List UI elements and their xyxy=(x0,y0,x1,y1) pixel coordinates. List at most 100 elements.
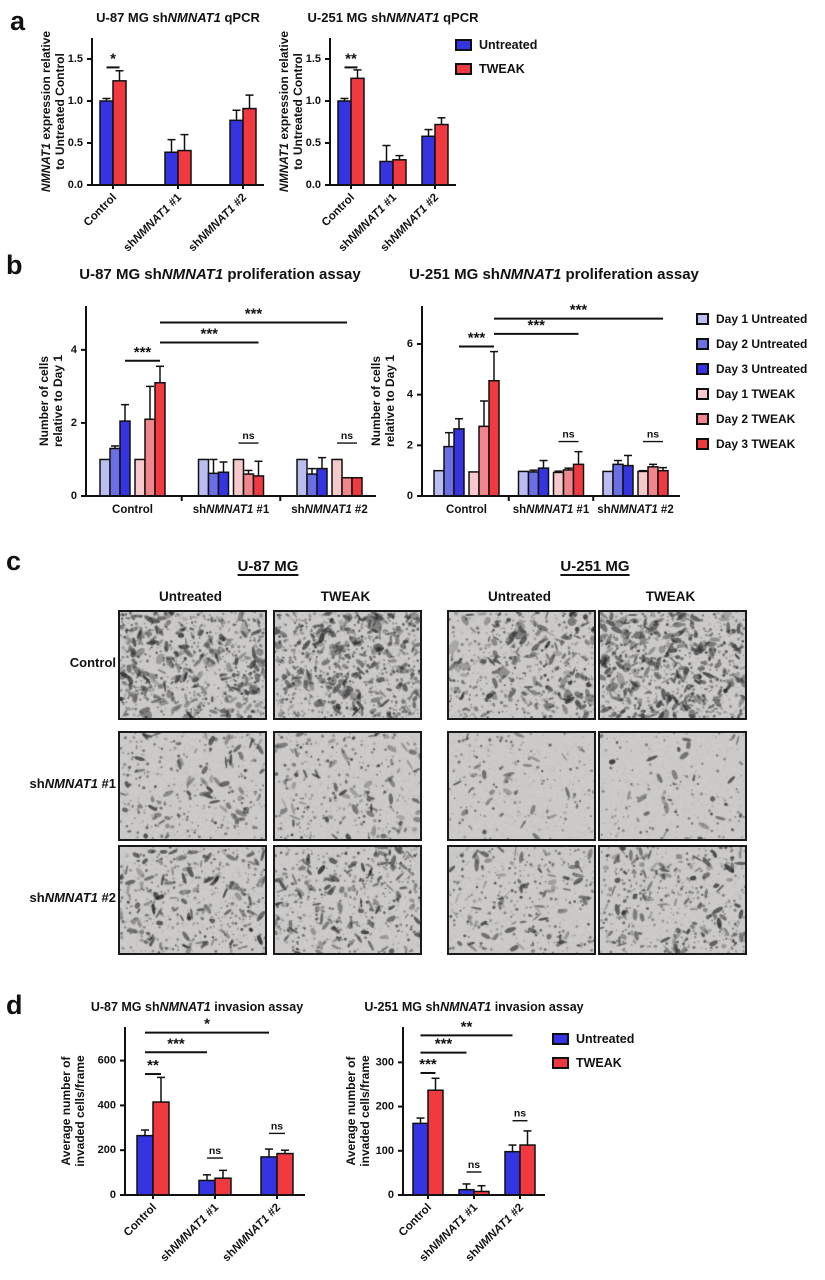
svg-text:shNMNAT1 #1: shNMNAT1 #1 xyxy=(122,191,185,254)
svg-text:ns: ns xyxy=(514,1108,526,1120)
svg-text:invaded cells/frame: invaded cells/frame xyxy=(358,1055,372,1167)
chart-title-u251-qpcr: U-251 MG shNMNAT1 qPCR xyxy=(307,10,479,25)
chart-u251-invasion: 0 100 200 300 Average number of invaded cells… xyxy=(344,1018,545,1264)
legend-label: Day 2 Untreated xyxy=(716,337,808,351)
svg-text:NMNAT1 expression relative: NMNAT1 expression relative xyxy=(277,31,291,192)
legend-swatch xyxy=(552,1033,569,1045)
chart-u251-proliferation: 0 2 4 6 Number of cells relative to Day 1 Cont… xyxy=(369,302,680,516)
legend-item: Day 3 Untreated xyxy=(696,362,807,376)
svg-text:*: * xyxy=(204,1016,210,1033)
svg-text:***: *** xyxy=(435,1036,453,1053)
micrograph-u251-tweak-control xyxy=(598,610,747,720)
svg-text:Average number of: Average number of xyxy=(344,1056,358,1166)
svg-text:Control: Control xyxy=(320,192,357,229)
svg-text:ns: ns xyxy=(242,430,254,442)
micrograph-u251-tweak-sh2 xyxy=(598,845,747,955)
legend-swatch xyxy=(455,39,472,51)
legend-item: Day 3 TWEAK xyxy=(696,437,807,451)
svg-text:ns: ns xyxy=(209,1145,221,1157)
panel-a-letter: a xyxy=(10,6,26,36)
chart-u87-invasion: 0 200 400 600 Average number of invaded cells… xyxy=(59,1016,305,1265)
svg-text:***: *** xyxy=(134,344,152,361)
svg-text:Control: Control xyxy=(112,504,153,516)
chart-title-u87-invasion: U-87 MG shNMNAT1 invasion assay xyxy=(90,1000,304,1014)
svg-text:invaded cells/frame: invaded cells/frame xyxy=(73,1055,87,1167)
svg-text:1.5: 1.5 xyxy=(68,53,83,65)
legend-item: Untreated xyxy=(552,1032,634,1046)
micrograph-u87-tweak-sh1 xyxy=(273,731,422,841)
svg-text:**: ** xyxy=(461,1018,473,1035)
svg-text:**: ** xyxy=(345,50,357,67)
legend-swatch xyxy=(696,388,709,400)
micrograph-u87-tweak-control xyxy=(273,610,422,720)
row-label-shnmnat1-1: shNMNAT1 #1 xyxy=(29,776,116,791)
svg-text:shNMNAT1 #2: shNMNAT1 #2 xyxy=(221,1202,284,1265)
svg-text:***: *** xyxy=(570,302,588,319)
svg-text:Control: Control xyxy=(397,1202,434,1239)
panel-b-legend: Day 1 Untreated Day 2 Untreated Day 3 Untr… xyxy=(696,312,807,462)
svg-text:shNMNAT1 #1: shNMNAT1 #1 xyxy=(159,1201,222,1264)
legend-swatch xyxy=(552,1057,569,1069)
svg-text:Average number of: Average number of xyxy=(59,1056,73,1166)
svg-text:***: *** xyxy=(245,305,263,322)
svg-text:0.5: 0.5 xyxy=(306,137,321,149)
legend-label: TWEAK xyxy=(576,1056,622,1070)
cellline-u251-label: U-251 MG xyxy=(560,558,630,575)
svg-text:shNMNAT1 #2: shNMNAT1 #2 xyxy=(187,192,250,255)
legend-label: Day 1 Untreated xyxy=(716,312,808,326)
legend-item: Day 1 TWEAK xyxy=(696,387,807,401)
svg-text:Control: Control xyxy=(82,192,119,229)
svg-text:***: *** xyxy=(527,317,545,334)
panel-c-letter: c xyxy=(6,546,22,576)
svg-text:600: 600 xyxy=(98,1055,116,1067)
chart-title-u251-proliferation: U-251 MG shNMNAT1 proliferation assay xyxy=(409,266,699,283)
chart-title-u251-invasion: U-251 MG shNMNAT1 invasion assay xyxy=(364,1000,584,1014)
cellline-header-u87: U-87 MG xyxy=(118,558,418,575)
svg-text:2: 2 xyxy=(407,439,413,451)
svg-text:*: * xyxy=(110,50,116,67)
legend-item: Day 2 TWEAK xyxy=(696,412,807,426)
legend-swatch xyxy=(696,338,709,350)
svg-text:2: 2 xyxy=(71,417,77,429)
svg-text:1.0: 1.0 xyxy=(68,95,83,107)
panel-a-legend: Untreated TWEAK xyxy=(455,38,537,86)
legend-item: TWEAK xyxy=(455,62,537,76)
svg-text:**: ** xyxy=(147,1057,159,1074)
svg-text:0.0: 0.0 xyxy=(68,179,83,191)
svg-text:0: 0 xyxy=(71,490,77,502)
chart-u87-qpcr: 0.0 0.5 1.0 1.5 NMNAT1 expression relative to… xyxy=(39,31,264,255)
svg-text:ns: ns xyxy=(341,430,353,442)
svg-text:200: 200 xyxy=(98,1144,116,1156)
svg-text:relative to Day 1: relative to Day 1 xyxy=(51,355,65,447)
treatment-header-u87-tweak: TWEAK xyxy=(320,589,371,604)
legend-label: Day 2 TWEAK xyxy=(716,412,796,426)
svg-text:***: *** xyxy=(167,1035,185,1052)
legend-swatch xyxy=(455,63,472,75)
legend-label: Day 1 TWEAK xyxy=(716,387,796,401)
svg-text:0: 0 xyxy=(110,1189,116,1201)
svg-text:shNMNAT1 #1: shNMNAT1 #1 xyxy=(193,504,270,516)
svg-text:shNMNAT1 #2: shNMNAT1 #2 xyxy=(291,504,367,516)
panel-d-legend: Untreated TWEAK xyxy=(552,1032,634,1080)
cellline-u87-label: U-87 MG xyxy=(237,558,299,575)
legend-label: TWEAK xyxy=(479,62,525,76)
micrograph-u87-untreated-sh2 xyxy=(118,845,267,955)
row-label-shnmnat1-2: shNMNAT1 #2 xyxy=(29,890,116,905)
treatment-header-u251-untreated: Untreated xyxy=(487,589,551,604)
micrograph-u251-tweak-sh1 xyxy=(598,731,747,841)
svg-text:200: 200 xyxy=(376,1101,394,1113)
micrograph-u251-untreated-sh2 xyxy=(447,845,596,955)
svg-text:***: *** xyxy=(468,330,486,347)
svg-text:relative to Day 1: relative to Day 1 xyxy=(383,355,397,447)
chart-title-u87-qpcr: U-87 MG shNMNAT1 qPCR xyxy=(96,10,260,25)
legend-item: Day 2 Untreated xyxy=(696,337,807,351)
micrograph-u251-untreated-control xyxy=(447,610,596,720)
svg-text:0: 0 xyxy=(407,490,413,502)
svg-text:6: 6 xyxy=(407,338,413,350)
svg-text:Number of cells: Number of cells xyxy=(37,356,51,446)
panel-d-letter: d xyxy=(6,990,23,1020)
legend-swatch xyxy=(696,363,709,375)
legend-item: TWEAK xyxy=(552,1056,634,1070)
legend-label: Day 3 Untreated xyxy=(716,362,808,376)
